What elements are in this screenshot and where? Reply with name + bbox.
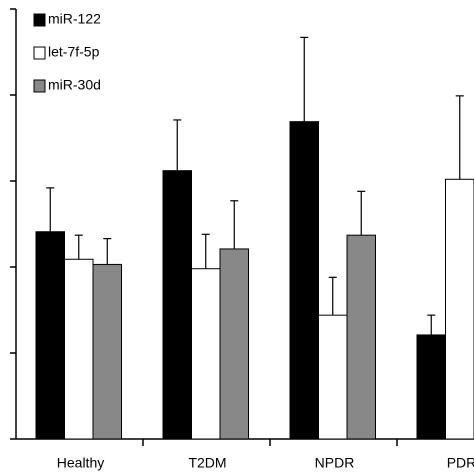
legend-label: miR-30d bbox=[48, 77, 101, 93]
x-tick-label: PDR bbox=[447, 455, 474, 471]
x-tick-label: NPDR bbox=[315, 455, 355, 471]
x-tick-label: T2DM bbox=[188, 455, 226, 471]
x-tick-label: Healthy bbox=[57, 455, 104, 471]
legend-swatch bbox=[33, 79, 46, 93]
bar bbox=[219, 248, 249, 440]
legend-label: miR-122 bbox=[48, 11, 101, 27]
legend-label: let-7f-5p bbox=[48, 44, 100, 60]
bar bbox=[289, 121, 319, 440]
bar bbox=[191, 268, 221, 440]
bar bbox=[162, 170, 192, 440]
bar bbox=[92, 263, 122, 440]
bar bbox=[35, 231, 65, 440]
bar bbox=[64, 258, 94, 440]
bar bbox=[416, 334, 446, 440]
bar bbox=[445, 178, 474, 440]
bar bbox=[346, 234, 376, 440]
bar bbox=[318, 314, 348, 440]
legend-swatch bbox=[33, 46, 46, 60]
legend-swatch bbox=[33, 13, 46, 27]
